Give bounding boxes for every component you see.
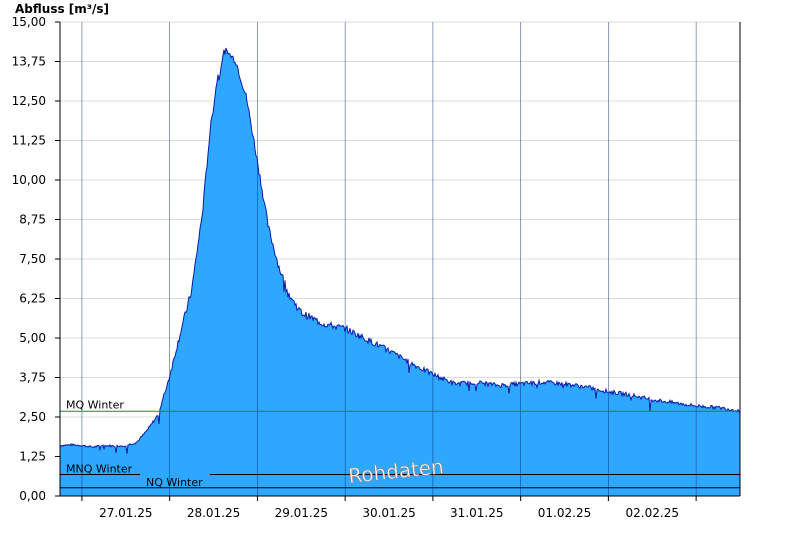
- nq-winter-label: NQ Winter: [146, 476, 203, 489]
- discharge-area: [60, 48, 740, 496]
- y-tick-label: 8,75: [19, 213, 46, 227]
- series-area: [59, 47, 741, 496]
- y-tick-label: 13,75: [12, 55, 46, 69]
- y-tick-label: 7,50: [19, 252, 46, 266]
- x-tick-label: 29.01.25: [275, 506, 328, 520]
- mnq-winter-label: MNQ Winter: [66, 463, 133, 476]
- x-tick-label: 27.01.25: [99, 506, 152, 520]
- y-tick-label: 15,00: [12, 15, 46, 29]
- y-tick-label: 0,00: [19, 489, 46, 503]
- x-tick-label: 31.01.25: [450, 506, 503, 520]
- x-tick-label: 02.02.25: [626, 506, 679, 520]
- y-tick-label: 2,50: [19, 410, 46, 424]
- mq-winter-label: MQ Winter: [66, 398, 124, 411]
- y-tick-label: 3,75: [19, 371, 46, 385]
- y-tick-label: 6,25: [19, 292, 46, 306]
- y-axis-label: Abfluss [m³/s]: [15, 2, 109, 16]
- y-tick-label: 1,25: [19, 450, 46, 464]
- y-tick-label: 5,00: [19, 331, 46, 345]
- reference-lines: MQ Winter MNQ Winter NQ Winter: [60, 398, 740, 489]
- day-separators: [81, 22, 697, 496]
- y-tick-label: 10,00: [12, 173, 46, 187]
- y-tick-label: 11,25: [12, 134, 46, 148]
- x-tick-label: 01.02.25: [538, 506, 591, 520]
- discharge-line: [59, 47, 741, 454]
- x-tick-label: 28.01.25: [187, 506, 240, 520]
- watermark-text: Rohdaten: [347, 454, 445, 488]
- y-tick-label: 12,50: [12, 94, 46, 108]
- x-tick-label: 30.01.25: [362, 506, 415, 520]
- axes: 0,00 1,25 2,50 3,75 5,00 6,25 7,50 8,75 10,00 11,…: [12, 15, 741, 520]
